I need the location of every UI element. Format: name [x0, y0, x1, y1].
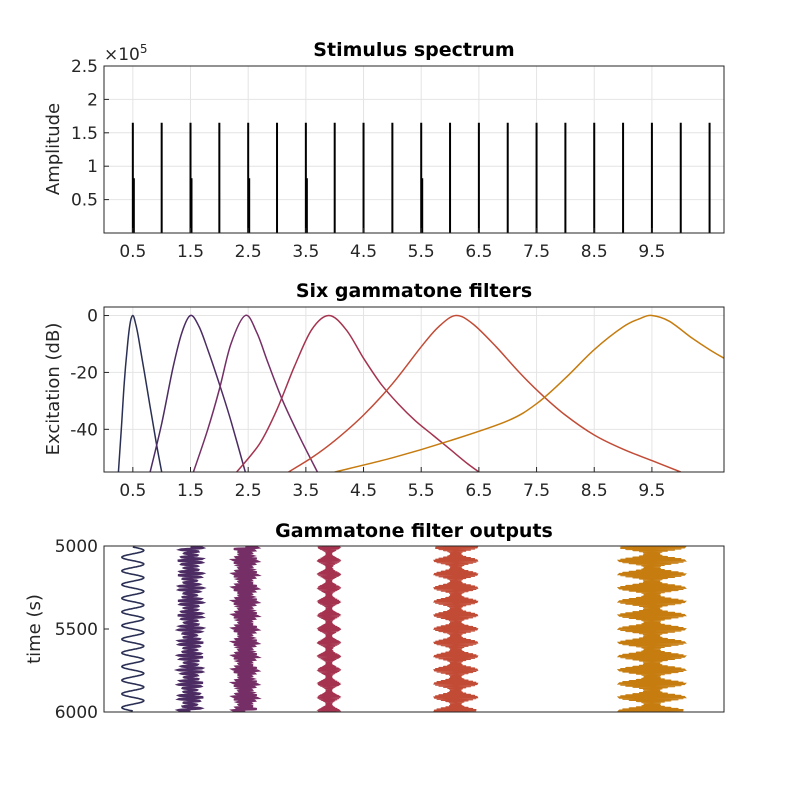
panel-filter-outputs: 5000 5500 6000 Gammatone filter outputs ti…	[24, 520, 725, 723]
p1-axes-box	[103, 65, 725, 234]
p2-ylabel: Excitation (dB)	[43, 323, 64, 456]
p2-xtick-label-1: 1.5	[177, 481, 204, 501]
filter-curve-6	[334, 314, 724, 472]
filter-output-5	[433, 545, 479, 713]
panel-gammatone-filters: 0.5 1.5 2.5 3.5 4.5 5.5 6.5 7.5 8.5 9.5 -40 -20 0 Si…	[43, 280, 725, 501]
p3-ticks: 5000 5500 6000	[55, 537, 109, 723]
p2-curves	[117, 314, 724, 472]
p1-ticks: 0.5 1.5 2.5 3.5 4.5 5.5 6.5 7.5 8.5 9.5 0.5 1 1.5 2 2.…	[71, 57, 665, 262]
p2-axes-box	[103, 306, 725, 473]
p1-ytick-label-3: 2	[87, 90, 98, 110]
p3-ytick-label-2: 6000	[55, 703, 98, 723]
p3-ytick-label-1: 5500	[55, 620, 98, 640]
p2-xtick-label-0: 0.5	[119, 481, 146, 501]
p1-xtick-label-0: 0.5	[119, 242, 146, 262]
filter-output-2	[173, 545, 207, 713]
p1-xtick-label-3: 3.5	[292, 242, 319, 262]
p1-y-multiplier-exponent: 5	[140, 42, 148, 56]
filter-output-6	[616, 545, 687, 713]
filter-curve-3	[192, 314, 319, 472]
p2-xtick-label-3: 3.5	[292, 481, 319, 501]
p1-ylabel: Amplitude	[43, 103, 64, 195]
p3-ylabel: time (s)	[24, 594, 45, 664]
p2-ytick-label-0: -40	[70, 420, 98, 440]
p2-xtick-label-4: 4.5	[350, 481, 377, 501]
filter-output-4	[316, 545, 342, 713]
p1-xtick-label-6: 6.5	[465, 242, 492, 262]
filter-curve-2	[149, 314, 247, 472]
filter-curve-4	[236, 314, 480, 472]
filter-curve-5	[288, 314, 681, 472]
p1-xtick-label-7: 7.5	[523, 242, 550, 262]
p1-y-multiplier-base: ×10	[104, 45, 140, 65]
p1-xtick-label-4: 4.5	[350, 242, 377, 262]
p2-marks	[117, 314, 724, 472]
p3-ytick-label-0: 5000	[55, 537, 98, 557]
p2-title: Six gammatone filters	[296, 280, 532, 302]
p2-xtick-label-6: 6.5	[465, 481, 492, 501]
p1-ytick-label-0: 0.5	[71, 191, 98, 211]
p3-title: Gammatone filter outputs	[275, 520, 553, 542]
p1-xtick-label-9: 9.5	[638, 242, 665, 262]
p2-ytick-label-1: -20	[70, 363, 98, 383]
p2-xtick-label-2: 2.5	[235, 481, 262, 501]
p2-xtick-label-9: 9.5	[638, 481, 665, 501]
filter-curve-1	[117, 314, 163, 472]
panel-stimulus-spectrum: 0.5 1.5 2.5 3.5 4.5 5.5 6.5 7.5 8.5 9.5 0.5 1 1.5 2 2.…	[43, 39, 725, 262]
p2-xtick-label-7: 7.5	[523, 481, 550, 501]
p1-xtick-label-8: 8.5	[581, 242, 608, 262]
p2-xtick-label-5: 5.5	[408, 481, 435, 501]
p1-grid	[104, 65, 724, 233]
p2-ytick-label-2: 0	[87, 307, 98, 327]
p3-marks	[121, 545, 687, 713]
p2-ticks: 0.5 1.5 2.5 3.5 4.5 5.5 6.5 7.5 8.5 9.5 -40 -20 0	[70, 307, 665, 501]
p1-ytick-label-2: 1.5	[71, 124, 98, 144]
p1-title: Stimulus spectrum	[313, 39, 514, 61]
filter-output-1	[121, 546, 145, 712]
p1-ytick-label-4: 2.5	[71, 57, 98, 77]
p2-grid	[104, 307, 724, 472]
p1-ytick-label-1: 1	[87, 157, 98, 177]
p2-xtick-label-8: 8.5	[581, 481, 608, 501]
p1-xtick-label-5: 5.5	[408, 242, 435, 262]
p1-y-multiplier: ×105	[104, 42, 148, 65]
p1-xtick-label-1: 1.5	[177, 242, 204, 262]
p1-xtick-label-2: 2.5	[235, 242, 262, 262]
filter-output-3	[228, 545, 262, 713]
p1-marks	[131, 122, 711, 233]
